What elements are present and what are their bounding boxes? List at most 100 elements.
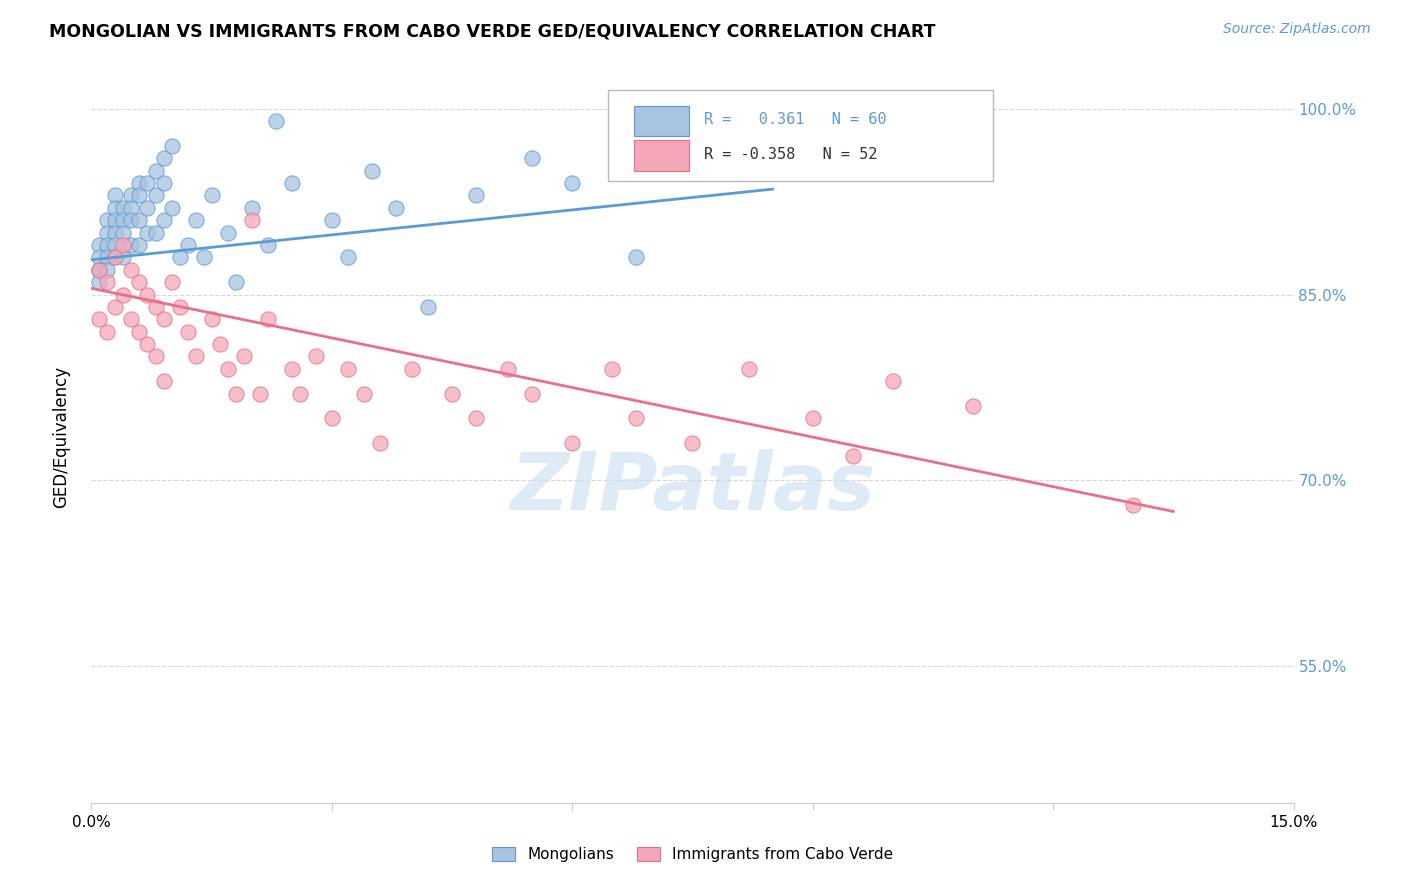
Point [841, 449, 863, 463]
Point [401, 362, 423, 376]
Point [737, 362, 759, 376]
Point [249, 386, 271, 401]
Point [385, 201, 408, 215]
Point [288, 386, 311, 401]
FancyBboxPatch shape [634, 140, 689, 171]
Point [96, 275, 118, 289]
Point [882, 374, 904, 388]
Point [96, 226, 118, 240]
Point [169, 300, 191, 314]
Point [128, 325, 150, 339]
Point [465, 411, 488, 425]
Point [208, 337, 231, 351]
Point [112, 201, 135, 215]
Point [104, 226, 127, 240]
Point [201, 312, 224, 326]
Point [89, 262, 111, 277]
Point [416, 300, 439, 314]
Point [160, 201, 183, 215]
Point [602, 362, 624, 376]
Point [128, 213, 150, 227]
Text: R =   0.361   N = 60: R = 0.361 N = 60 [704, 112, 887, 128]
Point [256, 238, 278, 252]
Point [626, 250, 648, 264]
Y-axis label: GED/Equivalency: GED/Equivalency [52, 366, 70, 508]
Point [145, 163, 167, 178]
Point [184, 350, 207, 364]
Text: Source: ZipAtlas.com: Source: ZipAtlas.com [1223, 22, 1371, 37]
Point [104, 250, 127, 264]
Text: MONGOLIAN VS IMMIGRANTS FROM CABO VERDE GED/EQUIVALENCY CORRELATION CHART: MONGOLIAN VS IMMIGRANTS FROM CABO VERDE … [49, 22, 936, 40]
Point [121, 312, 143, 326]
Point [160, 138, 183, 153]
Point [121, 238, 143, 252]
Point [145, 188, 167, 202]
Point [336, 250, 359, 264]
FancyBboxPatch shape [609, 90, 993, 181]
Point [152, 312, 174, 326]
Point [232, 350, 254, 364]
Point [160, 275, 183, 289]
Point [104, 250, 127, 264]
Point [121, 262, 143, 277]
Point [121, 188, 143, 202]
Point [522, 151, 544, 165]
Point [962, 399, 984, 413]
Point [152, 213, 174, 227]
Point [152, 374, 174, 388]
Point [104, 238, 127, 252]
Point [96, 250, 118, 264]
Point [353, 386, 375, 401]
Point [217, 226, 239, 240]
Point [264, 114, 287, 128]
Point [152, 176, 174, 190]
Point [104, 300, 127, 314]
Point [152, 151, 174, 165]
Point [225, 386, 247, 401]
Point [136, 337, 159, 351]
Point [240, 201, 263, 215]
Point [225, 275, 247, 289]
Point [561, 436, 583, 450]
Point [128, 188, 150, 202]
Point [626, 411, 648, 425]
Point [368, 436, 391, 450]
Point [496, 362, 519, 376]
Point [112, 250, 135, 264]
Point [112, 213, 135, 227]
Point [128, 238, 150, 252]
Point [112, 238, 135, 252]
Point [89, 312, 111, 326]
Point [281, 176, 304, 190]
Point [136, 201, 159, 215]
Point [89, 262, 111, 277]
Point [145, 300, 167, 314]
Point [240, 213, 263, 227]
Point [89, 238, 111, 252]
Point [1122, 498, 1144, 512]
Point [96, 262, 118, 277]
Point [96, 213, 118, 227]
Point [96, 238, 118, 252]
Legend: Mongolians, Immigrants from Cabo Verde: Mongolians, Immigrants from Cabo Verde [486, 841, 898, 868]
Point [184, 213, 207, 227]
Point [89, 250, 111, 264]
Point [104, 201, 127, 215]
Point [136, 226, 159, 240]
Point [89, 262, 111, 277]
Point [321, 213, 343, 227]
Point [96, 325, 118, 339]
Point [176, 325, 198, 339]
Point [112, 226, 135, 240]
Point [281, 362, 304, 376]
Point [360, 163, 382, 178]
Point [321, 411, 343, 425]
Point [169, 250, 191, 264]
Point [112, 287, 135, 301]
Text: ZIPatlas: ZIPatlas [510, 450, 875, 527]
Point [104, 188, 127, 202]
Point [522, 386, 544, 401]
Point [145, 350, 167, 364]
Point [440, 386, 463, 401]
Point [193, 250, 215, 264]
